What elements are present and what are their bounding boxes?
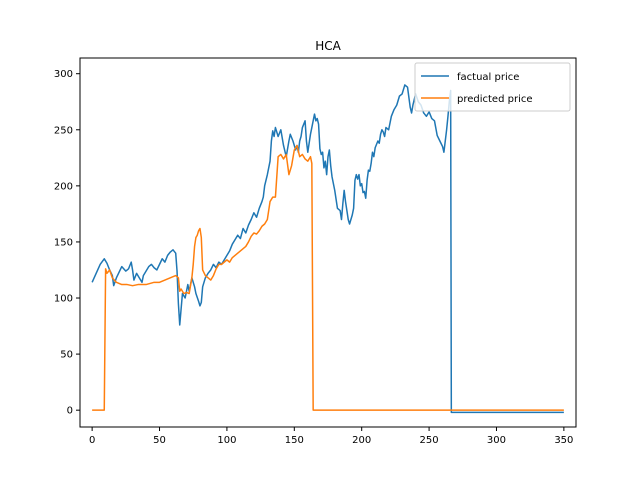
y-tick-label: 250 <box>54 125 73 136</box>
x-axis: 0 50 100 150 200 250 300 350 <box>89 427 573 446</box>
legend-box <box>414 62 571 112</box>
y-tick-label: 50 <box>60 350 73 361</box>
y-tick-label: 0 <box>67 406 73 417</box>
series-line-predicted-price <box>92 144 564 411</box>
axes-frame <box>79 57 577 428</box>
x-tick-label: 0 <box>89 435 95 446</box>
y-tick-label: 300 <box>54 69 73 80</box>
series-line-factual-price <box>91 84 564 414</box>
x-tick-label: 200 <box>352 435 371 446</box>
legend-label-predicted-price: predicted price <box>457 94 533 105</box>
chart-title: HCA <box>315 39 341 53</box>
y-tick-label: 100 <box>54 294 73 305</box>
x-tick-label: 300 <box>487 435 506 446</box>
series-layer <box>91 84 564 414</box>
legend-label-factual-price: factual price <box>457 72 519 83</box>
x-tick-label: 250 <box>420 435 439 446</box>
y-tick-label: 200 <box>54 181 73 192</box>
x-tick-label: 50 <box>153 435 166 446</box>
x-tick-label: 150 <box>285 435 304 446</box>
x-tick-label: 350 <box>554 435 573 446</box>
y-axis: 0 50 100 150 200 250 300 <box>54 69 80 417</box>
legend: factual price predicted price <box>414 62 571 112</box>
plot-area <box>79 57 577 428</box>
y-tick-label: 150 <box>54 237 73 248</box>
x-tick-label: 100 <box>217 435 236 446</box>
